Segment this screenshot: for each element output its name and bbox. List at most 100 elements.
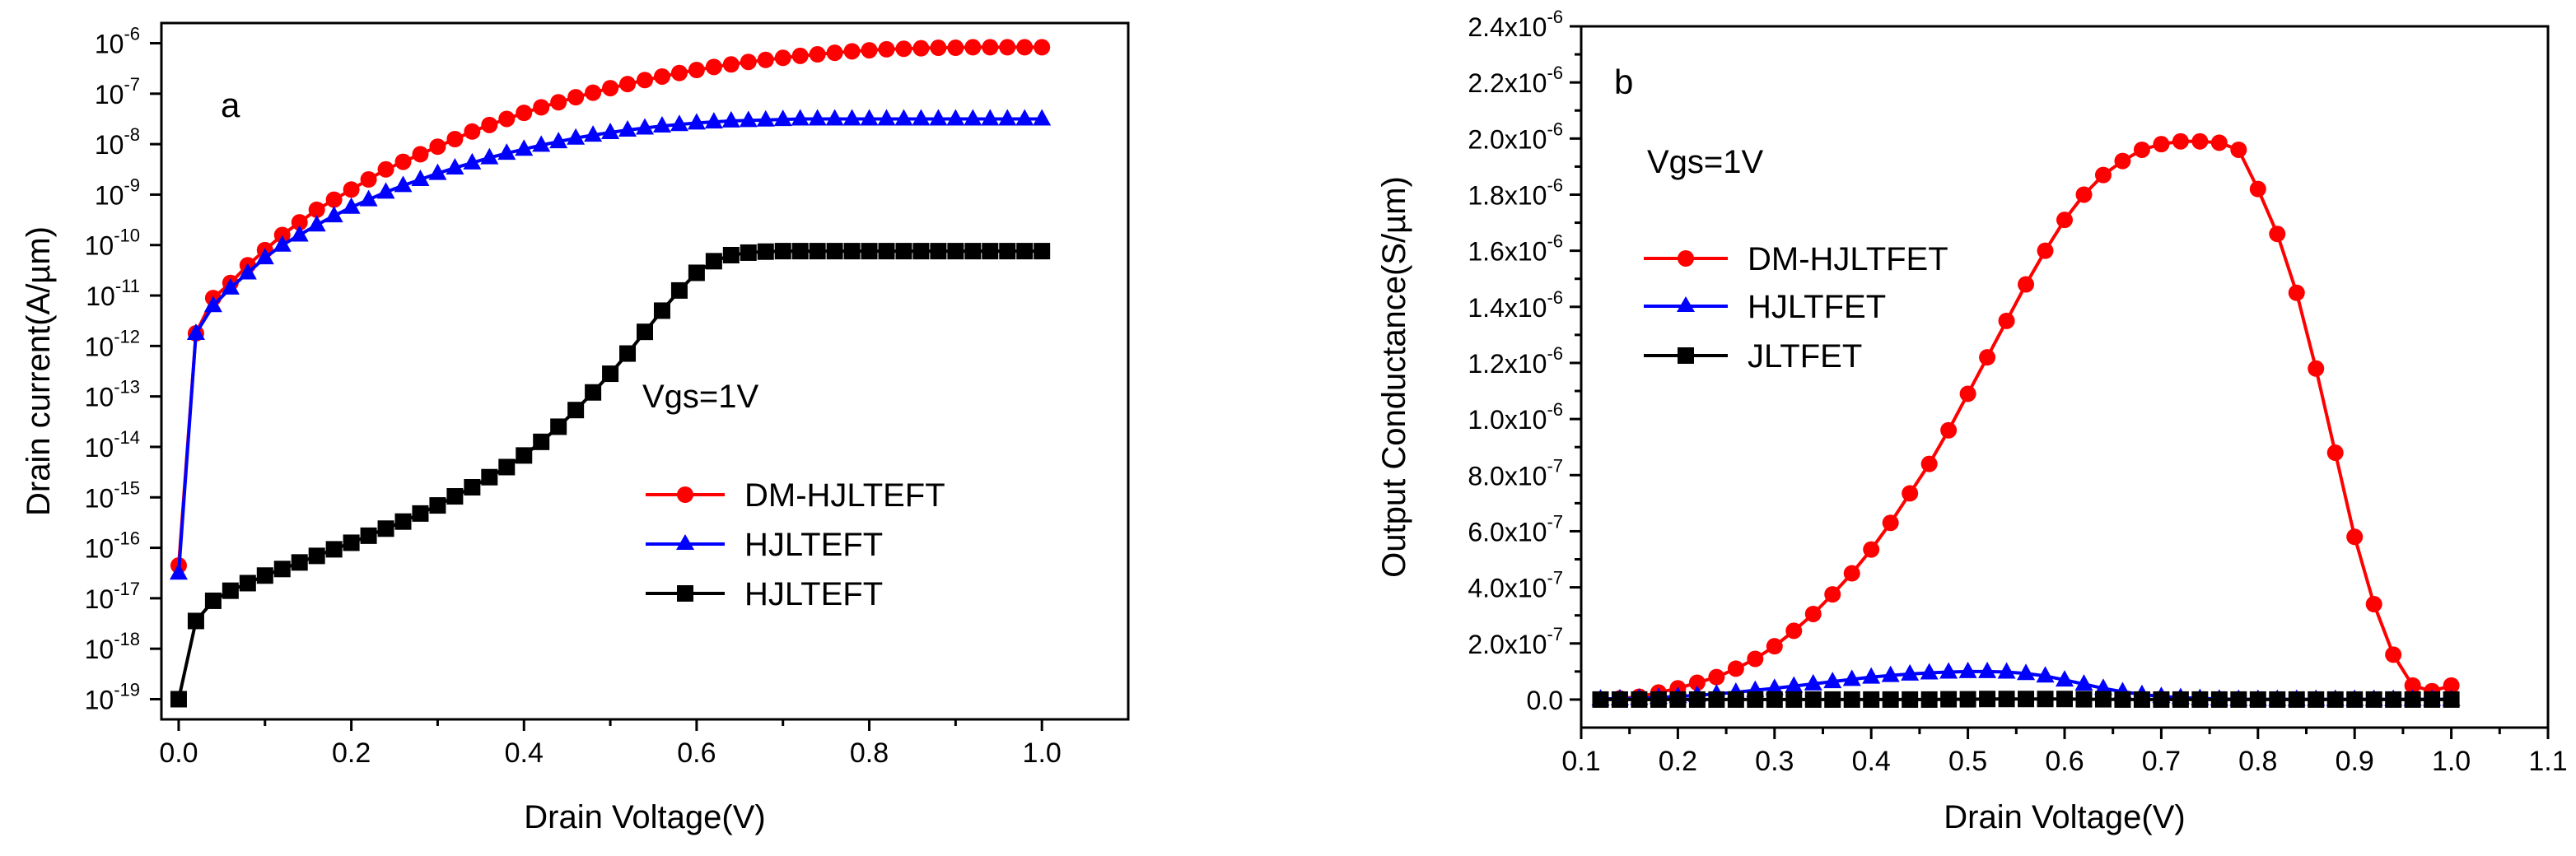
panel-b-point-2-23 xyxy=(2037,691,2054,708)
panel-a-legend-label-dm-hjlteft: DM-HJLTEFT xyxy=(744,477,945,514)
panel-b-x-tick-label: 0.6 xyxy=(2045,746,2084,777)
panel-a-point-1-8 xyxy=(307,215,326,232)
panel-a-point-1-43 xyxy=(912,109,931,126)
panel-a-point-2-45 xyxy=(947,243,964,260)
panel-a-point-1-28 xyxy=(652,116,671,133)
panel-a-point-0-8 xyxy=(308,201,325,218)
panel-a-point-2-48 xyxy=(999,243,1016,260)
panel-b-point-1-19 xyxy=(1958,661,1977,678)
panel-b-point-1-15 xyxy=(1881,665,1900,682)
panel-b-point-2-22 xyxy=(2018,691,2035,708)
panel-a-y-tick-label: 10-12 xyxy=(85,326,140,361)
panel-b-point-2-28 xyxy=(2133,691,2150,708)
panel-b-point-2-42 xyxy=(2404,691,2421,708)
panel-b-x-tick-label: 1.0 xyxy=(2432,746,2471,777)
panel-a-point-1-34 xyxy=(756,109,775,127)
panel-a-point-2-38 xyxy=(826,243,843,260)
panel-b-point-2-24 xyxy=(2056,691,2073,708)
panel-b-x-tick-label: 0.8 xyxy=(2238,746,2277,777)
panel-a-point-2-29 xyxy=(670,281,688,299)
panel-b-y-tick-label: 1.8x10-6 xyxy=(1468,174,1563,210)
panel-a-point-0-13 xyxy=(394,153,412,170)
panel-a-point-1-36 xyxy=(791,109,810,126)
panel-b-point-2-32 xyxy=(2210,691,2228,708)
panel-b-point-0-39 xyxy=(2346,528,2364,546)
panel-a-point-2-43 xyxy=(912,243,930,260)
panel-a-point-1-6 xyxy=(273,235,292,252)
panel-a-point-1-41 xyxy=(877,109,896,126)
panel-b-point-1-22 xyxy=(2017,663,2036,681)
panel-a-y-tick-label: 10-17 xyxy=(85,579,140,614)
panel-b-ticks-layer: 0.1 0.2 0.3 0.4 0.5 0.6 0.7 0.8 0.9 1.0 1.1 0.0 2.0x… xyxy=(1468,7,2567,777)
panel-b-point-0-34 xyxy=(2249,180,2266,198)
panel-a-y-tick-label: 10-19 xyxy=(85,679,140,714)
panel-a-y-axis-title: Drain current(A/µm) xyxy=(21,226,57,516)
panel-b-series-layer xyxy=(1591,133,2461,708)
panel-b-x-axis-title: Drain Voltage(V) xyxy=(1944,799,2185,835)
panel-a-point-2-9 xyxy=(325,541,343,558)
panel-a-point-1-24 xyxy=(584,125,603,142)
panel-a-point-2-8 xyxy=(308,547,325,565)
panel-b-x-tick-label: 0.9 xyxy=(2336,746,2374,777)
panel-b-legend-item-jltfet: JLTFET xyxy=(1644,338,1862,374)
panel-a-point-1-48 xyxy=(998,109,1017,126)
panel-a-point-0-32 xyxy=(722,56,740,73)
panel-b-point-0-37 xyxy=(2308,360,2325,377)
panel-a-point-1-9 xyxy=(324,206,343,223)
panel-b-point-1-16 xyxy=(1901,663,1920,681)
panel-a-point-1-29 xyxy=(670,114,688,132)
panel-a-point-0-17 xyxy=(464,123,481,140)
panel-b-legend-label-jltfet: JLTFET xyxy=(1748,338,1862,374)
panel-a-point-0-33 xyxy=(740,54,757,71)
panel-b-point-0-16 xyxy=(1902,485,1919,502)
panel-b-x-tick-label: 1.1 xyxy=(2528,746,2567,777)
panel-b-point-1-13 xyxy=(1842,669,1861,686)
panel-a-point-1-40 xyxy=(860,109,879,126)
panel-b-legend-item-hjltfet: HJLTFET xyxy=(1644,289,1886,325)
panel-b-point-0-8 xyxy=(1747,650,1764,668)
panel-b-y-tick-label: 2.2x10-6 xyxy=(1468,63,1563,98)
panel-a-point-2-11 xyxy=(360,527,377,544)
panel-b-label: b xyxy=(1614,63,1633,101)
panel-b-point-2-34 xyxy=(2249,691,2266,708)
panel-b-point-2-39 xyxy=(2346,691,2364,708)
panel-b-x-tick-label: 0.5 xyxy=(1948,746,1987,777)
panel-b-point-2-27 xyxy=(2114,691,2131,708)
panel-b-point-2-9 xyxy=(1766,691,1783,708)
panel-b-series-line-0-dm-hjltfet xyxy=(1600,139,2452,701)
panel-a-point-0-28 xyxy=(653,67,670,85)
panel-b-point-0-38 xyxy=(2326,444,2344,462)
panel-a-point-2-49 xyxy=(1016,243,1034,260)
panel-b-point-0-42 xyxy=(2404,677,2421,694)
panel-b-point-1-18 xyxy=(1939,662,1958,679)
panel-a-point-2-31 xyxy=(705,253,722,270)
panel-b-y-tick-label: 1.4x10-6 xyxy=(1468,287,1563,323)
panel-a-y-tick-label: 10-16 xyxy=(85,528,140,564)
panel-a-point-0-9 xyxy=(325,191,343,208)
panel-a-point-2-44 xyxy=(930,243,947,260)
panel-b-point-0-11 xyxy=(1804,605,1822,622)
panel-a-legend-label-hjlteft-blue: HJLTEFT xyxy=(744,527,883,563)
panel-a-point-0-14 xyxy=(412,146,429,163)
panel-b-point-1-11 xyxy=(1804,673,1822,691)
panel-b-point-2-2 xyxy=(1631,691,1648,708)
panel-a-point-2-27 xyxy=(637,323,653,341)
panel-b-point-1-9 xyxy=(1765,678,1784,696)
panel-b-point-0-7 xyxy=(1727,660,1744,677)
panel-a-point-1-44 xyxy=(929,109,948,126)
panel-b-point-0-27 xyxy=(2114,152,2131,170)
panel-b-point-0-19 xyxy=(1959,385,1976,402)
panel-a-point-0-40 xyxy=(861,42,878,59)
panel-b-point-2-44 xyxy=(2443,691,2460,708)
panel-a-point-0-19 xyxy=(498,110,516,128)
panel-b-point-0-22 xyxy=(2018,276,2035,293)
panel-a-series-layer xyxy=(169,39,1052,708)
panel-b-point-2-40 xyxy=(2365,691,2382,708)
panel-a-point-0-23 xyxy=(567,89,585,106)
panel-a-point-1-42 xyxy=(894,109,913,126)
panel-a-point-0-41 xyxy=(878,40,895,58)
panel-a-legend-label-hjlteft-black: HJLTEFT xyxy=(744,576,883,612)
panel-b-point-0-29 xyxy=(2153,136,2170,153)
panel-a-point-0-34 xyxy=(757,51,774,68)
